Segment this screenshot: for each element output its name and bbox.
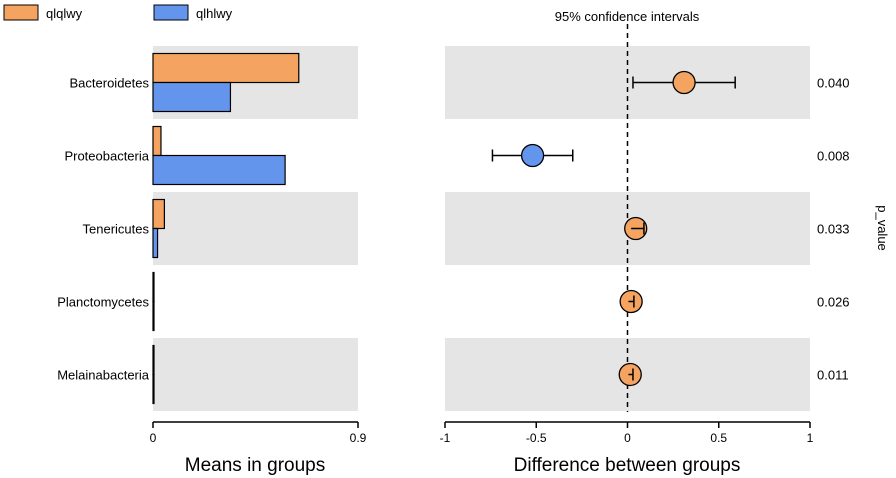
diff-point-proteobacteria (520, 143, 545, 168)
row-bands (153, 46, 810, 411)
p-value-melainabacteria: 0.011 (817, 368, 849, 383)
p-value-bacteroidetes: 0.040 (817, 76, 850, 91)
legend-swatch-qlqlwy (3, 4, 39, 21)
means-panel: Bacteroidetes Proteobacteria Tenericutes Pl… (57, 52, 367, 445)
row-band-left-melainabacteria (153, 338, 358, 411)
category-label-tenericutes: Tenericutes (83, 222, 150, 237)
category-label-proteobacteria: Proteobacteria (64, 149, 149, 164)
bar-qlqlwy-melainabacteria (152, 344, 155, 376)
p-value-planctomycetes: 0.026 (817, 295, 850, 310)
difference-tick-label-0: 0 (624, 431, 631, 445)
bar-qlhlwy-planctomycetes (152, 300, 155, 332)
bar-qlqlwy-tenericutes (152, 198, 165, 230)
difference-tick-label-0-5: -0.5 (526, 431, 547, 445)
p-value-column: 0.040 0.008 0.033 0.026 0.011 (817, 76, 850, 383)
category-label-planctomycetes: Planctomycetes (57, 295, 149, 310)
ci-title: 95% confidence intervals (555, 9, 700, 24)
legend: qlqlwy qlhlwy (3, 4, 233, 21)
category-label-melainabacteria: Melainabacteria (57, 368, 150, 383)
bar-qlhlwy-melainabacteria (152, 373, 155, 405)
legend-label-qlhlwy: qlhlwy (196, 6, 233, 21)
row-band-left-tenericutes (153, 192, 358, 265)
p-value-tenericutes: 0.033 (817, 222, 850, 237)
diff-point-bacteroidetes (672, 70, 696, 95)
bar-qlhlwy-tenericutes (152, 227, 159, 259)
difference-tick-label-1: 1 (807, 431, 814, 445)
bar-qlqlwy-bacteroidetes (152, 52, 300, 84)
legend-label-qlqlwy: qlqlwy (46, 6, 83, 21)
bar-qlhlwy-bacteroidetes (152, 81, 232, 113)
bar-qlqlwy-proteobacteria (152, 125, 162, 157)
p-value-axis-label: p_value (875, 205, 890, 251)
legend-swatch-qlhlwy (153, 4, 189, 21)
means-axis-title: Means in groups (185, 455, 325, 476)
p-value-proteobacteria: 0.008 (817, 149, 850, 164)
difference-panel: -1 -0.5 0 0.5 1 (440, 24, 814, 445)
category-label-bacteroidetes: Bacteroidetes (70, 76, 150, 91)
bar-qlqlwy-planctomycetes (152, 271, 155, 303)
difference-tick-label-1: -1 (440, 431, 451, 445)
means-tick-label-0: 0 (150, 431, 157, 445)
means-tick-label-0-9: 0.9 (350, 431, 367, 445)
difference-tick-label-0-5: 0.5 (710, 431, 727, 445)
difference-axis-title: Difference between groups (514, 455, 741, 476)
bar-qlhlwy-proteobacteria (152, 154, 286, 186)
